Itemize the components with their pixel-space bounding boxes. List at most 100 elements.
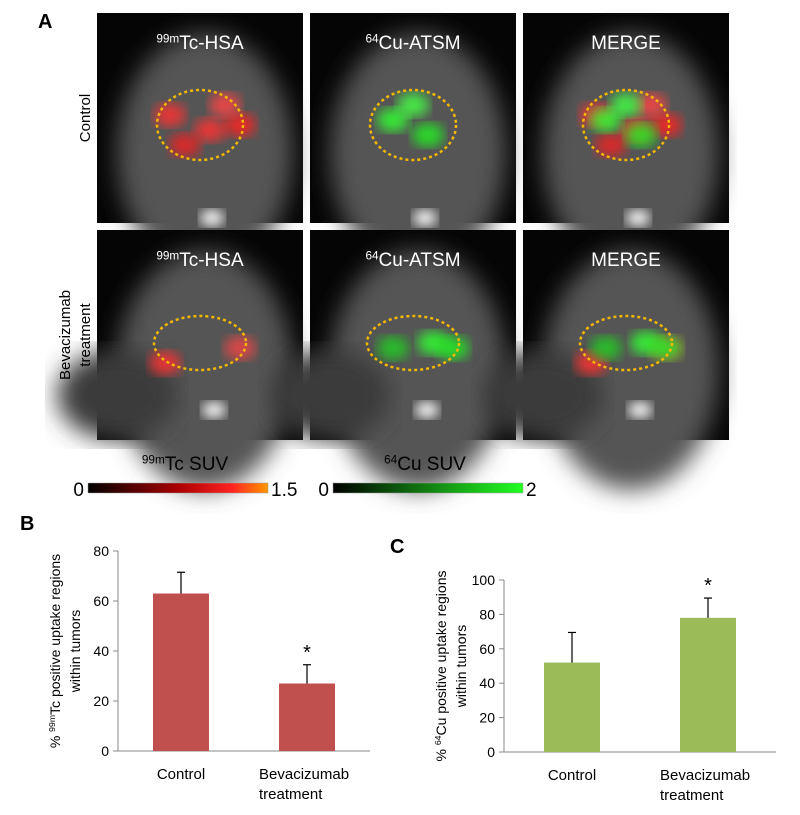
scan-image [57,230,303,490]
text-part: MERGE [591,250,661,271]
body-silhouette [483,350,603,440]
panel-label: C [390,536,404,558]
row-label: Control [77,94,94,142]
tumor-outline [152,314,248,372]
y-tick-label: 0 [487,744,495,760]
y-tick-label: 80 [93,543,109,559]
uptake-region [650,113,682,137]
text-part: Cu positive uptake regions [433,571,449,736]
body-silhouette [117,33,293,273]
uptake-region [209,93,241,117]
scan-image [483,230,729,490]
colorbar-title: 64Cu SUV [384,453,466,475]
bright-spot [415,402,439,418]
uptake-region [412,123,444,147]
y-axis-title: within tumors [67,610,83,693]
colorbar-min: 0 [318,480,329,501]
uptake-region [397,93,429,117]
text-part: Tc-HSA [179,250,244,271]
body-silhouette [117,250,293,490]
significance-marker: * [704,575,712,597]
colorbar-min: 0 [73,480,84,501]
x-tick-label: treatment [259,786,323,803]
body-silhouette [543,33,719,273]
y-axis-title: % 99mTc positive uptake regions [47,554,63,748]
y-tick-label: 20 [479,710,495,726]
text-part: Tc-HSA [179,33,244,54]
y-tick-label: 40 [479,675,495,691]
uptake-region [377,108,409,132]
y-tick-label: 20 [93,693,109,709]
bright-spot [413,210,437,226]
uptake-region [625,123,657,147]
uptake-region [224,113,256,137]
text-part: Cu SUV [397,454,466,475]
colorbar-max: 2 [526,480,537,501]
uptake-region [224,336,256,360]
y-tick-label: 100 [472,572,496,588]
text-part: Tc positive uptake regions [47,554,63,715]
uptake-region [610,93,642,117]
superscript: 64 [433,735,443,745]
uptake-region [595,133,627,157]
y-tick-label: 80 [479,606,495,622]
text-part: Tc SUV [165,454,229,475]
x-tick-label: Control [157,766,205,783]
scan-image [523,13,729,273]
panel-label: B [20,513,34,535]
x-tick-label: Bevacizumab [660,767,750,784]
y-axis-title: within tumors [453,625,469,708]
x-tick-label: treatment [660,787,724,804]
uptake-region [194,118,226,142]
y-tick-label: 60 [479,641,495,657]
body-silhouette [330,33,506,273]
tumor-outline [365,314,461,372]
superscript: 99m [156,32,179,45]
bright-spot [626,210,650,226]
bar [153,593,209,751]
superscript: 99m [47,715,57,732]
panel-label: A [38,11,52,33]
body-silhouette [330,250,506,490]
colorbar [87,482,269,494]
tumor-outline [155,88,245,162]
bright-spot [628,402,652,418]
column-title: 64Cu-ATSM [365,249,460,271]
text-part: % [47,732,63,748]
tumor-outline [581,88,671,162]
row-label: treatment [77,302,94,366]
column-title: 64Cu-ATSM [365,32,460,54]
tumor-outline [368,88,458,162]
superscript: 99m [142,453,165,466]
colorbar-max: 1.5 [271,480,297,501]
superscript: 64 [384,453,398,466]
bar [544,662,600,752]
text-part: % [433,745,449,761]
scan-image [270,230,516,490]
uptake-region [635,93,667,117]
body-silhouette [270,350,390,440]
uptake-region [169,133,201,157]
column-title: 99mTc-HSA [156,249,244,271]
superscript: 64 [365,32,379,45]
y-tick-label: 60 [93,593,109,609]
uptake-region [149,351,181,375]
scan-image [310,13,516,273]
uptake-region [590,336,622,360]
superscript: 64 [365,249,379,262]
row-label: Bevacizumab [57,290,74,380]
bar [680,617,736,752]
y-tick-label: 40 [93,643,109,659]
text-part: Cu-ATSM [379,33,461,54]
y-tick-label: 0 [101,743,109,759]
colorbar-title: 99mTc SUV [142,453,229,475]
y-axis-title: % 64Cu positive uptake regions [433,571,449,762]
scan-image [97,13,303,273]
body-silhouette [543,250,719,490]
superscript: 99m [156,249,179,262]
text-part: Cu-ATSM [379,250,461,271]
colorbar [332,482,524,494]
bright-spot [200,210,224,226]
uptake-region [437,336,469,360]
